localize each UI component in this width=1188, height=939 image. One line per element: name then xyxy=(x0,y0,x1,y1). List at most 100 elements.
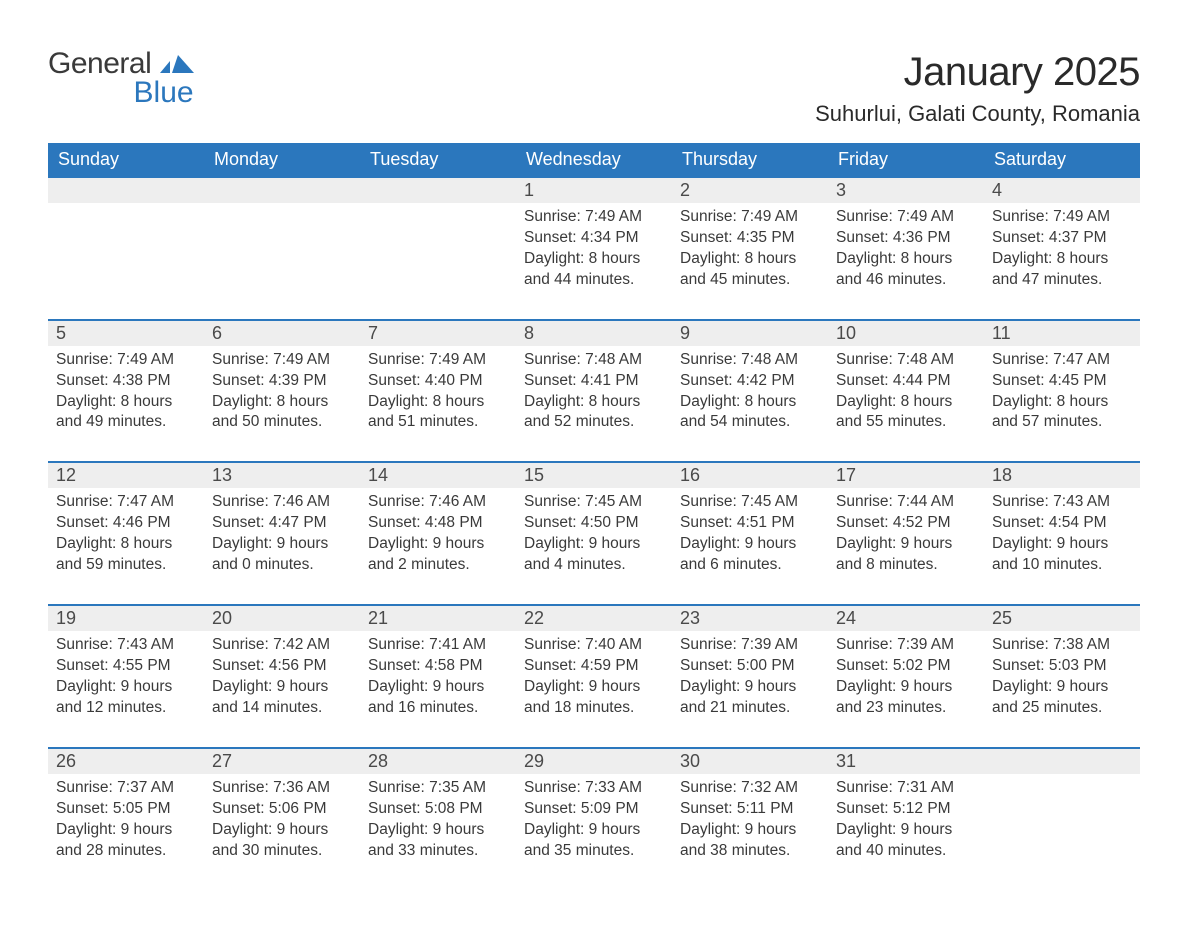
daylight-line: Daylight: 9 hours and 18 minutes. xyxy=(524,677,664,719)
day-number-cell: 17 xyxy=(828,462,984,488)
daylight-line: Daylight: 9 hours and 0 minutes. xyxy=(212,534,352,576)
day-number-cell: 23 xyxy=(672,605,828,631)
daylight-line: Daylight: 8 hours and 57 minutes. xyxy=(992,392,1132,434)
daylight-line: Daylight: 8 hours and 49 minutes. xyxy=(56,392,196,434)
sunset-line: Sunset: 5:06 PM xyxy=(212,799,352,820)
day-header: Tuesday xyxy=(360,143,516,178)
sunrise-line: Sunrise: 7:49 AM xyxy=(368,350,508,371)
daylight-line: Daylight: 8 hours and 47 minutes. xyxy=(992,249,1132,291)
day-number-cell: 29 xyxy=(516,748,672,774)
sunrise-line: Sunrise: 7:49 AM xyxy=(56,350,196,371)
sunrise-line: Sunrise: 7:39 AM xyxy=(836,635,976,656)
week-daynum-row: 12131415161718 xyxy=(48,462,1140,488)
daylight-line: Daylight: 9 hours and 28 minutes. xyxy=(56,820,196,862)
day-header: Friday xyxy=(828,143,984,178)
day-number-cell: 3 xyxy=(828,178,984,203)
sunset-line: Sunset: 4:47 PM xyxy=(212,513,352,534)
header: General Blue January 2025 Suhurlui, Gala… xyxy=(48,50,1140,139)
day-content-cell: Sunrise: 7:44 AMSunset: 4:52 PMDaylight:… xyxy=(828,488,984,605)
sunrise-line: Sunrise: 7:35 AM xyxy=(368,778,508,799)
week-content-row: Sunrise: 7:49 AMSunset: 4:38 PMDaylight:… xyxy=(48,346,1140,463)
sunset-line: Sunset: 4:58 PM xyxy=(368,656,508,677)
day-number-cell: 22 xyxy=(516,605,672,631)
sunset-line: Sunset: 4:48 PM xyxy=(368,513,508,534)
day-number-cell: 19 xyxy=(48,605,204,631)
day-number-cell: 31 xyxy=(828,748,984,774)
day-content-cell: Sunrise: 7:35 AMSunset: 5:08 PMDaylight:… xyxy=(360,774,516,890)
day-number-cell: 13 xyxy=(204,462,360,488)
day-content-cell: Sunrise: 7:47 AMSunset: 4:45 PMDaylight:… xyxy=(984,346,1140,463)
day-header: Monday xyxy=(204,143,360,178)
sunrise-line: Sunrise: 7:46 AM xyxy=(212,492,352,513)
day-content-cell: Sunrise: 7:41 AMSunset: 4:58 PMDaylight:… xyxy=(360,631,516,748)
page-title: January 2025 xyxy=(815,50,1140,95)
day-number-cell: 9 xyxy=(672,320,828,346)
sunrise-line: Sunrise: 7:33 AM xyxy=(524,778,664,799)
daylight-line: Daylight: 9 hours and 10 minutes. xyxy=(992,534,1132,576)
week-content-row: Sunrise: 7:37 AMSunset: 5:05 PMDaylight:… xyxy=(48,774,1140,890)
day-number-cell: 14 xyxy=(360,462,516,488)
day-content-cell: Sunrise: 7:36 AMSunset: 5:06 PMDaylight:… xyxy=(204,774,360,890)
daylight-line: Daylight: 8 hours and 50 minutes. xyxy=(212,392,352,434)
sunrise-line: Sunrise: 7:48 AM xyxy=(836,350,976,371)
daylight-line: Daylight: 9 hours and 6 minutes. xyxy=(680,534,820,576)
day-content-cell: Sunrise: 7:49 AMSunset: 4:40 PMDaylight:… xyxy=(360,346,516,463)
day-number-cell xyxy=(984,748,1140,774)
day-content-cell: Sunrise: 7:37 AMSunset: 5:05 PMDaylight:… xyxy=(48,774,204,890)
day-number-cell: 2 xyxy=(672,178,828,203)
sunset-line: Sunset: 4:54 PM xyxy=(992,513,1132,534)
brand-blue: Blue xyxy=(134,79,194,108)
sunset-line: Sunset: 4:56 PM xyxy=(212,656,352,677)
sunset-line: Sunset: 4:59 PM xyxy=(524,656,664,677)
sunset-line: Sunset: 5:05 PM xyxy=(56,799,196,820)
sunset-line: Sunset: 5:02 PM xyxy=(836,656,976,677)
week-daynum-row: 567891011 xyxy=(48,320,1140,346)
week-daynum-row: 262728293031 xyxy=(48,748,1140,774)
day-number-cell: 10 xyxy=(828,320,984,346)
day-number-cell: 25 xyxy=(984,605,1140,631)
sunset-line: Sunset: 4:52 PM xyxy=(836,513,976,534)
sunset-line: Sunset: 5:12 PM xyxy=(836,799,976,820)
day-number-cell: 30 xyxy=(672,748,828,774)
sunset-line: Sunset: 4:51 PM xyxy=(680,513,820,534)
sunrise-line: Sunrise: 7:46 AM xyxy=(368,492,508,513)
day-content-cell: Sunrise: 7:49 AMSunset: 4:39 PMDaylight:… xyxy=(204,346,360,463)
sunrise-line: Sunrise: 7:49 AM xyxy=(212,350,352,371)
sunrise-line: Sunrise: 7:37 AM xyxy=(56,778,196,799)
day-content-cell: Sunrise: 7:47 AMSunset: 4:46 PMDaylight:… xyxy=(48,488,204,605)
sunrise-line: Sunrise: 7:38 AM xyxy=(992,635,1132,656)
sunrise-line: Sunrise: 7:43 AM xyxy=(992,492,1132,513)
sunrise-line: Sunrise: 7:49 AM xyxy=(680,207,820,228)
daylight-line: Daylight: 9 hours and 35 minutes. xyxy=(524,820,664,862)
daylight-line: Daylight: 9 hours and 4 minutes. xyxy=(524,534,664,576)
week-content-row: Sunrise: 7:47 AMSunset: 4:46 PMDaylight:… xyxy=(48,488,1140,605)
week-daynum-row: 19202122232425 xyxy=(48,605,1140,631)
sunset-line: Sunset: 5:00 PM xyxy=(680,656,820,677)
sunrise-line: Sunrise: 7:45 AM xyxy=(524,492,664,513)
day-content-cell: Sunrise: 7:43 AMSunset: 4:55 PMDaylight:… xyxy=(48,631,204,748)
sunrise-line: Sunrise: 7:43 AM xyxy=(56,635,196,656)
daylight-line: Daylight: 8 hours and 54 minutes. xyxy=(680,392,820,434)
day-number-cell: 8 xyxy=(516,320,672,346)
sunrise-line: Sunrise: 7:48 AM xyxy=(680,350,820,371)
day-number-cell: 11 xyxy=(984,320,1140,346)
daylight-line: Daylight: 8 hours and 51 minutes. xyxy=(368,392,508,434)
day-number-cell: 24 xyxy=(828,605,984,631)
day-number-cell: 5 xyxy=(48,320,204,346)
day-content-cell: Sunrise: 7:38 AMSunset: 5:03 PMDaylight:… xyxy=(984,631,1140,748)
daylight-line: Daylight: 8 hours and 52 minutes. xyxy=(524,392,664,434)
daylight-line: Daylight: 9 hours and 40 minutes. xyxy=(836,820,976,862)
day-content-cell xyxy=(204,203,360,320)
day-number-cell: 7 xyxy=(360,320,516,346)
day-content-cell xyxy=(984,774,1140,890)
sunrise-line: Sunrise: 7:49 AM xyxy=(524,207,664,228)
day-content-cell: Sunrise: 7:45 AMSunset: 4:50 PMDaylight:… xyxy=(516,488,672,605)
daylight-line: Daylight: 8 hours and 55 minutes. xyxy=(836,392,976,434)
week-content-row: Sunrise: 7:43 AMSunset: 4:55 PMDaylight:… xyxy=(48,631,1140,748)
day-content-cell: Sunrise: 7:48 AMSunset: 4:42 PMDaylight:… xyxy=(672,346,828,463)
day-content-cell: Sunrise: 7:42 AMSunset: 4:56 PMDaylight:… xyxy=(204,631,360,748)
daylight-line: Daylight: 9 hours and 38 minutes. xyxy=(680,820,820,862)
sunset-line: Sunset: 4:46 PM xyxy=(56,513,196,534)
day-content-cell xyxy=(360,203,516,320)
sunset-line: Sunset: 5:03 PM xyxy=(992,656,1132,677)
